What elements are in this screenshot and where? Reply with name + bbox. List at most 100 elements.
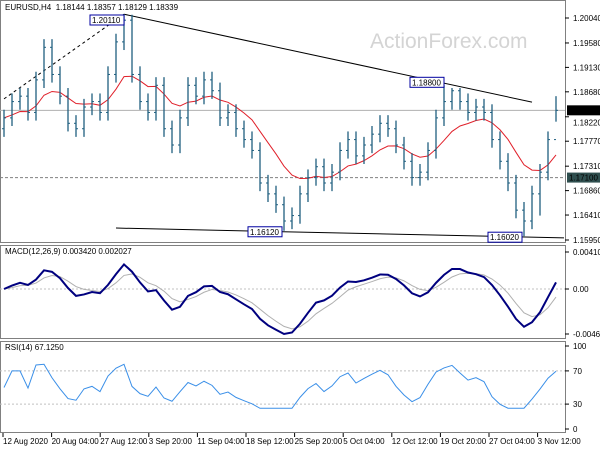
macd-tick-label: -0.004678 xyxy=(573,330,600,339)
symbol-label: EURUSD,H4 xyxy=(5,3,52,12)
price-bar xyxy=(50,39,54,83)
price-bar xyxy=(226,104,230,127)
price-bar xyxy=(58,66,62,105)
x-tick-label: 19 Oct 20:00 xyxy=(440,437,486,446)
annotation-box xyxy=(89,14,125,26)
price-bar xyxy=(218,82,222,127)
price-bar xyxy=(18,88,22,110)
high-value: 1.18357 xyxy=(86,3,116,12)
price-bar xyxy=(162,77,166,137)
price-bar xyxy=(258,142,262,192)
price-bar xyxy=(290,207,294,230)
price-bar xyxy=(530,185,534,230)
price-bar xyxy=(490,104,494,148)
x-tick-label: 12 Aug 2020 xyxy=(3,437,48,446)
price-bar xyxy=(554,96,558,141)
price-bar xyxy=(410,153,414,186)
price-bar xyxy=(66,88,70,132)
price-bar xyxy=(386,115,390,137)
rsi-panel-frame xyxy=(0,341,566,433)
current-price-label: 1.18339 xyxy=(569,106,598,115)
price-bar xyxy=(146,93,150,121)
price-bar xyxy=(418,164,422,186)
y-tick-label: 1.19580 xyxy=(573,39,600,48)
annotation-box xyxy=(247,226,283,238)
price-bar xyxy=(130,14,134,83)
price-bar xyxy=(282,196,286,231)
price-bar xyxy=(338,142,342,181)
price-bar xyxy=(250,131,254,159)
price-bar xyxy=(2,109,6,137)
x-tick-label: 18 Sep 12:00 xyxy=(246,437,294,446)
annotation-box xyxy=(409,76,445,88)
price-bar xyxy=(506,153,510,192)
macd-title: MACD(12,26,9) 0.003420 0.002027 xyxy=(5,247,132,256)
macd-panel-frame xyxy=(0,245,566,339)
price-bar xyxy=(106,66,110,121)
price-bar xyxy=(330,164,334,192)
price-bar xyxy=(202,71,206,105)
trendline xyxy=(3,13,125,100)
price-bar xyxy=(322,158,326,192)
annotation-label: 1.16120 xyxy=(250,228,279,237)
price-bar xyxy=(402,136,406,170)
y-tick-label: 1.16860 xyxy=(573,187,600,196)
close-value: 1.18339 xyxy=(149,3,179,12)
price-bar xyxy=(314,158,318,186)
x-tick-label: 27 Aug 12:00 xyxy=(100,437,148,446)
price-bar xyxy=(546,131,550,181)
price-bar xyxy=(306,169,310,203)
price-bar xyxy=(362,136,366,165)
price-bar xyxy=(26,88,30,121)
x-tick-label: 27 Oct 04:00 xyxy=(489,437,535,446)
price-bar xyxy=(98,93,102,121)
price-bar xyxy=(178,109,182,154)
macd-tick-label: 0.004108 xyxy=(573,248,600,257)
annotation-label: 1.20110 xyxy=(92,16,121,25)
price-bar xyxy=(466,93,470,121)
price-bar xyxy=(298,185,302,224)
price-bar xyxy=(10,93,14,127)
price-bar xyxy=(274,185,278,213)
price-bar xyxy=(354,131,358,165)
price-bar xyxy=(426,142,430,181)
annotation-label: 1.16020 xyxy=(490,233,519,242)
price-bar xyxy=(378,115,382,143)
price-bar xyxy=(170,120,174,154)
watermark: ActionForex.com xyxy=(370,30,528,53)
price-bar xyxy=(522,202,526,237)
price-bar xyxy=(234,104,238,137)
price-bar xyxy=(538,164,542,216)
level-label: 1.17100 xyxy=(569,174,598,183)
price-bar xyxy=(42,39,46,89)
rsi-title: RSI(14) 67.1250 xyxy=(5,343,64,352)
macd-signal-line xyxy=(3,272,557,330)
price-bar xyxy=(34,71,38,121)
x-tick-label: 5 Oct 04:00 xyxy=(343,437,385,446)
x-tick-label: 25 Sep 20:00 xyxy=(295,437,343,446)
rsi-tick-label: 30 xyxy=(573,400,582,409)
annotation-box xyxy=(487,231,523,243)
rsi-tick-label: 100 xyxy=(573,342,587,351)
x-tick-label: 20 Aug 04:00 xyxy=(52,437,100,446)
y-tick-label: 1.18220 xyxy=(573,118,600,127)
x-tick-label: 12 Oct 12:00 xyxy=(392,437,438,446)
price-bar xyxy=(138,66,142,110)
header-info: EURUSD,H4 1.18144 1.18357 1.18129 1.1833… xyxy=(5,3,178,12)
trendline xyxy=(123,13,533,103)
price-bar xyxy=(442,85,446,127)
y-tick-label: 1.16410 xyxy=(573,211,600,220)
price-bar xyxy=(114,33,118,83)
annotation-label: 1.18800 xyxy=(412,78,441,87)
price-bar xyxy=(82,98,86,137)
x-tick-label: 3 Nov 12:00 xyxy=(538,437,582,446)
x-tick-label: 11 Sep 04:00 xyxy=(197,437,245,446)
y-tick-label: 1.20040 xyxy=(573,14,600,23)
price-panel-frame xyxy=(0,0,566,243)
rsi-tick-label: 70 xyxy=(573,367,582,376)
price-bar xyxy=(186,77,190,127)
macd-line xyxy=(3,262,557,336)
price-bar xyxy=(210,71,214,99)
price-bar xyxy=(74,115,78,137)
